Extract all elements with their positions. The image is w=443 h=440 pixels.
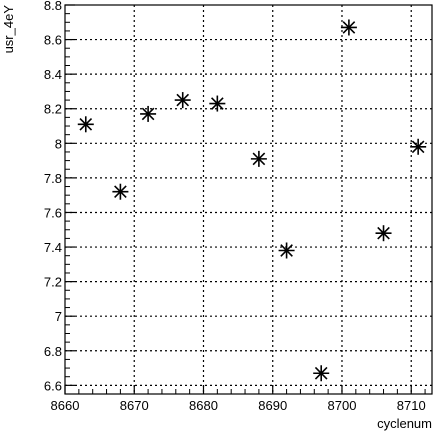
y-tick-label: 8.4 (44, 67, 62, 82)
data-point (112, 183, 129, 200)
x-tick-label: 8690 (258, 398, 287, 413)
data-point (278, 242, 295, 259)
data-series (77, 19, 427, 382)
x-axis-label: cyclenum (377, 416, 432, 431)
data-point (410, 138, 427, 155)
y-axis-label: usr_4eY (1, 5, 16, 54)
data-point (209, 95, 226, 112)
y-tick-label: 8 (55, 136, 62, 151)
grid-lines (65, 5, 432, 394)
y-tick-label: 7.4 (44, 240, 62, 255)
data-point (140, 105, 157, 122)
data-point (313, 365, 330, 382)
data-point (375, 225, 392, 242)
y-tick-label: 7.8 (44, 171, 62, 186)
y-tick-label: 7 (55, 309, 62, 324)
y-tick-label: 8.8 (44, 0, 62, 13)
plot-frame (64, 4, 433, 395)
y-tick-label: 8.2 (44, 102, 62, 117)
data-point (77, 116, 94, 133)
y-tick-label: 6.6 (44, 378, 62, 393)
x-tick-label: 8670 (120, 398, 149, 413)
x-tick-label: 8710 (397, 398, 426, 413)
y-tick-label: 8.6 (44, 33, 62, 48)
x-axis: 8660 8670 8680 8690 8700 8710 (51, 385, 426, 413)
y-tick-label: 7.6 (44, 205, 62, 220)
y-axis: 6.6 6.8 7 7.2 7.4 7.6 7.8 8 8.2 8.4 8.6 8.8 (44, 0, 75, 393)
data-point (250, 150, 267, 167)
x-tick-label: 8680 (189, 398, 218, 413)
x-tick-label: 8700 (328, 398, 357, 413)
x-tick-label: 8660 (51, 398, 80, 413)
y-tick-label: 7.2 (44, 275, 62, 290)
data-point (340, 19, 357, 36)
y-tick-label: 6.8 (44, 344, 62, 359)
data-point (174, 92, 191, 109)
